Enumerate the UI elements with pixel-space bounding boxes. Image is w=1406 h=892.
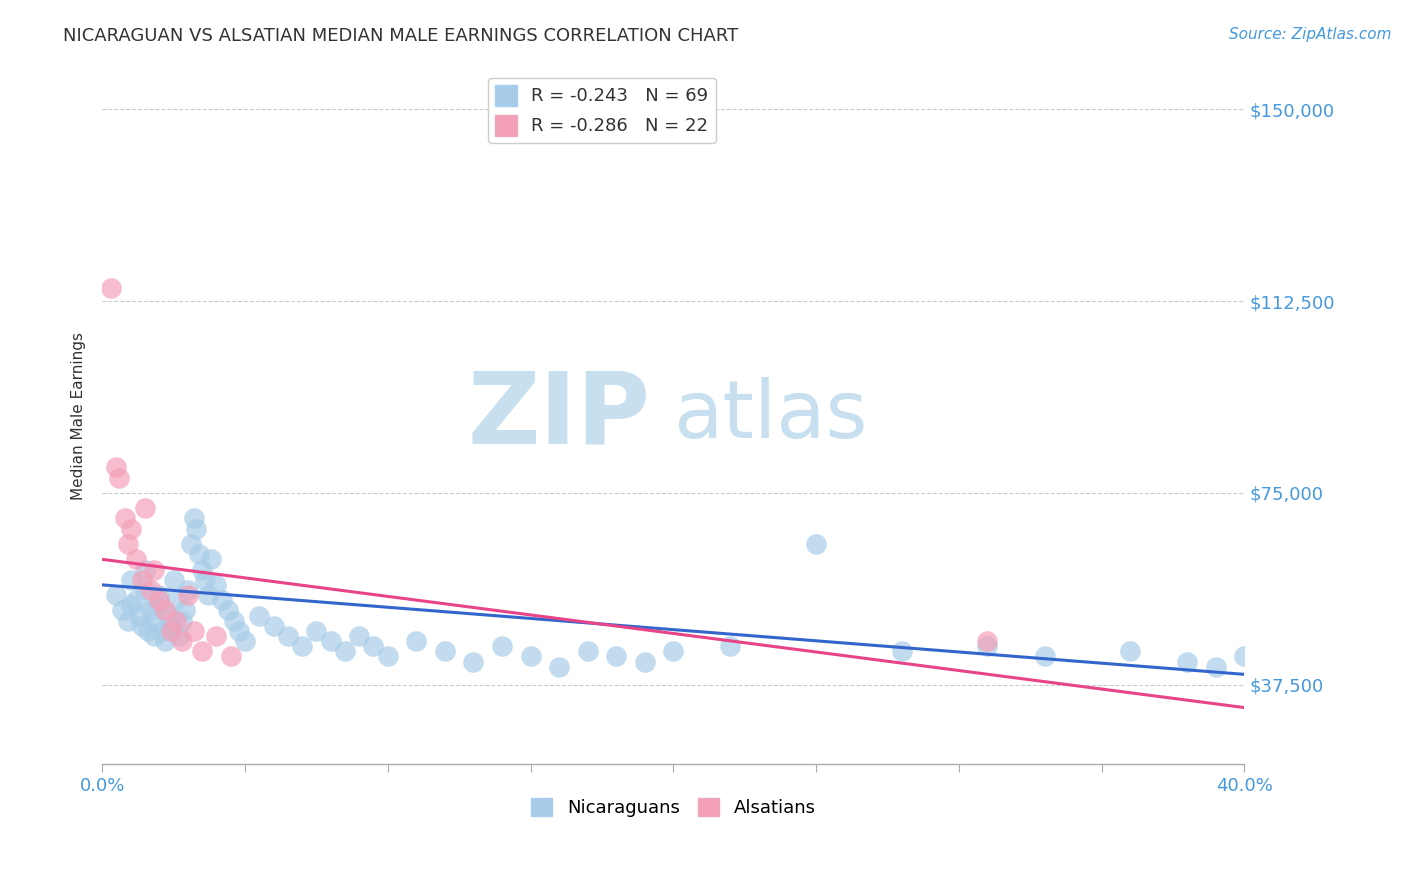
Point — [139, 603, 162, 617]
Point — [134, 501, 156, 516]
Legend: Nicaraguans, Alsatians: Nicaraguans, Alsatians — [523, 790, 823, 824]
Point — [319, 634, 342, 648]
Point — [131, 573, 153, 587]
Point — [105, 460, 128, 475]
Point — [159, 624, 181, 638]
Point — [233, 634, 256, 648]
Point — [114, 511, 136, 525]
Point — [890, 644, 912, 658]
Point — [183, 511, 205, 525]
Point — [136, 624, 159, 638]
Point — [605, 649, 627, 664]
Point — [131, 619, 153, 633]
Point — [191, 644, 214, 658]
Point — [976, 639, 998, 653]
Point — [177, 588, 200, 602]
Point — [153, 634, 176, 648]
Point — [211, 593, 233, 607]
Point — [180, 537, 202, 551]
Point — [194, 573, 217, 587]
Point — [804, 537, 827, 551]
Point — [219, 649, 242, 664]
Point — [1033, 649, 1056, 664]
Point — [333, 644, 356, 658]
Point — [111, 603, 134, 617]
Text: atlas: atlas — [673, 377, 868, 455]
Y-axis label: Median Male Earnings: Median Male Earnings — [72, 332, 86, 500]
Point — [491, 639, 513, 653]
Point — [169, 629, 191, 643]
Point — [247, 608, 270, 623]
Point — [125, 552, 148, 566]
Point — [108, 470, 131, 484]
Point — [548, 659, 571, 673]
Point — [186, 522, 208, 536]
Point — [263, 619, 285, 633]
Point — [433, 644, 456, 658]
Point — [347, 629, 370, 643]
Point — [156, 608, 179, 623]
Point — [153, 603, 176, 617]
Point — [217, 603, 239, 617]
Point — [1233, 649, 1256, 664]
Point — [145, 599, 167, 613]
Point — [166, 614, 188, 628]
Point — [128, 608, 150, 623]
Point — [183, 624, 205, 638]
Point — [120, 522, 142, 536]
Point — [148, 593, 170, 607]
Point — [1205, 659, 1227, 673]
Point — [142, 614, 165, 628]
Point — [139, 582, 162, 597]
Point — [976, 634, 998, 648]
Point — [172, 634, 194, 648]
Point — [1175, 655, 1198, 669]
Text: ZIP: ZIP — [468, 368, 651, 465]
Point — [142, 629, 165, 643]
Point — [205, 629, 228, 643]
Point — [291, 639, 314, 653]
Point — [205, 578, 228, 592]
Point — [363, 639, 385, 653]
Point — [463, 655, 485, 669]
Point — [200, 552, 222, 566]
Point — [634, 655, 657, 669]
Text: NICARAGUAN VS ALSATIAN MEDIAN MALE EARNINGS CORRELATION CHART: NICARAGUAN VS ALSATIAN MEDIAN MALE EARNI… — [63, 27, 738, 45]
Point — [377, 649, 399, 664]
Point — [105, 588, 128, 602]
Point — [162, 573, 184, 587]
Point — [166, 593, 188, 607]
Point — [177, 582, 200, 597]
Point — [662, 644, 685, 658]
Point — [159, 619, 181, 633]
Point — [519, 649, 541, 664]
Point — [576, 644, 599, 658]
Point — [277, 629, 299, 643]
Point — [1119, 644, 1142, 658]
Point — [197, 588, 219, 602]
Point — [117, 537, 139, 551]
Point — [134, 563, 156, 577]
Point — [142, 563, 165, 577]
Point — [405, 634, 427, 648]
Point — [148, 588, 170, 602]
Point — [100, 281, 122, 295]
Point — [120, 573, 142, 587]
Point — [718, 639, 741, 653]
Point — [228, 624, 250, 638]
Text: Source: ZipAtlas.com: Source: ZipAtlas.com — [1229, 27, 1392, 42]
Point — [188, 547, 211, 561]
Point — [222, 614, 245, 628]
Point — [174, 603, 197, 617]
Point — [191, 563, 214, 577]
Point — [120, 599, 142, 613]
Point — [172, 614, 194, 628]
Point — [117, 614, 139, 628]
Point — [134, 582, 156, 597]
Point — [305, 624, 328, 638]
Point — [125, 593, 148, 607]
Point — [150, 624, 173, 638]
